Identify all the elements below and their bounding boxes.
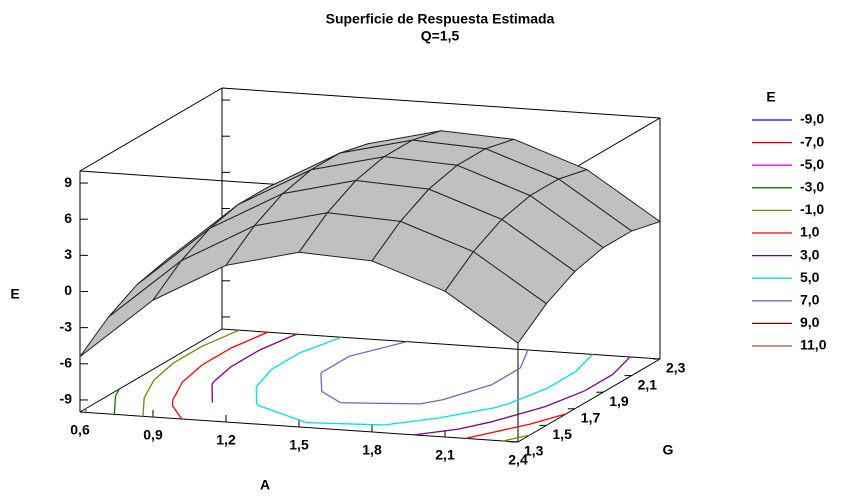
contour-segment — [613, 357, 630, 374]
contour-segment — [584, 374, 612, 391]
contour-segment — [466, 424, 530, 438]
contour-segment — [575, 354, 592, 371]
contour-segment — [143, 398, 144, 416]
x-axis-label: A — [260, 477, 270, 493]
z-tick-label: -3 — [60, 318, 73, 334]
contour-segment — [306, 423, 383, 425]
z-tick-label: 3 — [64, 246, 72, 262]
legend-label: 5,0 — [800, 269, 820, 285]
contour-segment — [271, 353, 299, 370]
z-tick-label: -6 — [60, 355, 73, 371]
contour-segment — [212, 381, 215, 384]
box-edge — [222, 88, 660, 118]
contour-segment — [321, 373, 322, 392]
y-tick-label: 2,1 — [638, 376, 658, 392]
contour-segment — [458, 422, 492, 429]
contour-segment — [349, 342, 407, 357]
contour-segment — [492, 368, 520, 385]
contour-segment — [321, 356, 349, 373]
contour-segment — [257, 404, 260, 406]
contour-segment — [545, 391, 585, 407]
legend-title: E — [766, 89, 775, 105]
y-tick-label: 1,3 — [524, 443, 544, 459]
legend-label: -1,0 — [800, 201, 824, 217]
legend-label: -9,0 — [800, 111, 824, 127]
legend-label: -3,0 — [800, 179, 824, 195]
y-tick-label: 1,9 — [609, 393, 629, 409]
box-edge — [80, 329, 222, 412]
x-tick-label: 2,1 — [435, 447, 455, 463]
contour-segment — [384, 418, 439, 425]
x-tick-label: 1,5 — [289, 437, 309, 453]
contour-segment — [520, 350, 528, 368]
contour-segment — [503, 435, 530, 441]
x-tick-label: 1,2 — [216, 432, 236, 448]
contour-segment — [341, 403, 421, 404]
z-tick-label: 0 — [64, 282, 72, 298]
legend-label: 3,0 — [800, 246, 820, 262]
z-tick-label: -9 — [60, 391, 73, 407]
contour-segment — [202, 348, 230, 365]
x-tick-label: 0,6 — [70, 422, 90, 438]
contour-segment — [259, 337, 290, 350]
contour-segment — [183, 365, 203, 382]
contour-segment — [547, 372, 575, 389]
legend-label: 7,0 — [800, 292, 820, 308]
z-axis-label: E — [10, 286, 19, 302]
contour-segment — [414, 429, 459, 435]
contour-segment — [144, 380, 154, 398]
contour-segment — [443, 385, 492, 400]
y-tick-label: 1,5 — [552, 426, 572, 442]
contour-segment — [231, 332, 268, 348]
box-edge — [518, 359, 660, 442]
x-tick-label: 0,9 — [143, 427, 163, 443]
contour-segment — [507, 388, 547, 404]
contour-segment — [172, 406, 181, 419]
contour-segment — [530, 414, 567, 424]
legend-label: -7,0 — [800, 133, 824, 149]
y-tick-label: 1,7 — [581, 410, 601, 426]
contour-segment — [259, 406, 306, 423]
z-tick-label: 6 — [64, 210, 72, 226]
y-tick-label: 2,3 — [666, 360, 686, 376]
contour-segment — [256, 369, 271, 387]
contour-segment — [290, 334, 297, 337]
legend-label: 11,0 — [800, 337, 827, 353]
chart-title: Superficie de Respuesta Estimada — [326, 11, 555, 27]
contour-segment — [173, 382, 183, 400]
contour-segment — [322, 391, 341, 402]
contour-segment — [439, 408, 496, 418]
y-axis-label: G — [663, 442, 674, 458]
contour-segment — [202, 330, 239, 346]
contour-segment — [495, 404, 507, 407]
legend-label: 1,0 — [800, 224, 820, 240]
surface-patch — [80, 261, 181, 357]
z-tick-label: 9 — [64, 174, 72, 190]
contour-segment — [215, 367, 232, 381]
legend-label: -5,0 — [800, 156, 824, 172]
contour-segment — [300, 337, 342, 353]
x-tick-label: 1,8 — [362, 442, 382, 458]
box-edge — [222, 329, 660, 359]
box-edge — [80, 88, 222, 171]
legend-label: 9,0 — [800, 314, 820, 330]
contour-segment — [114, 396, 115, 414]
contour-segment — [231, 350, 259, 367]
contour-segment — [154, 363, 174, 380]
contour-segment — [420, 400, 443, 404]
chart-subtitle: Q=1,5 — [421, 28, 460, 44]
